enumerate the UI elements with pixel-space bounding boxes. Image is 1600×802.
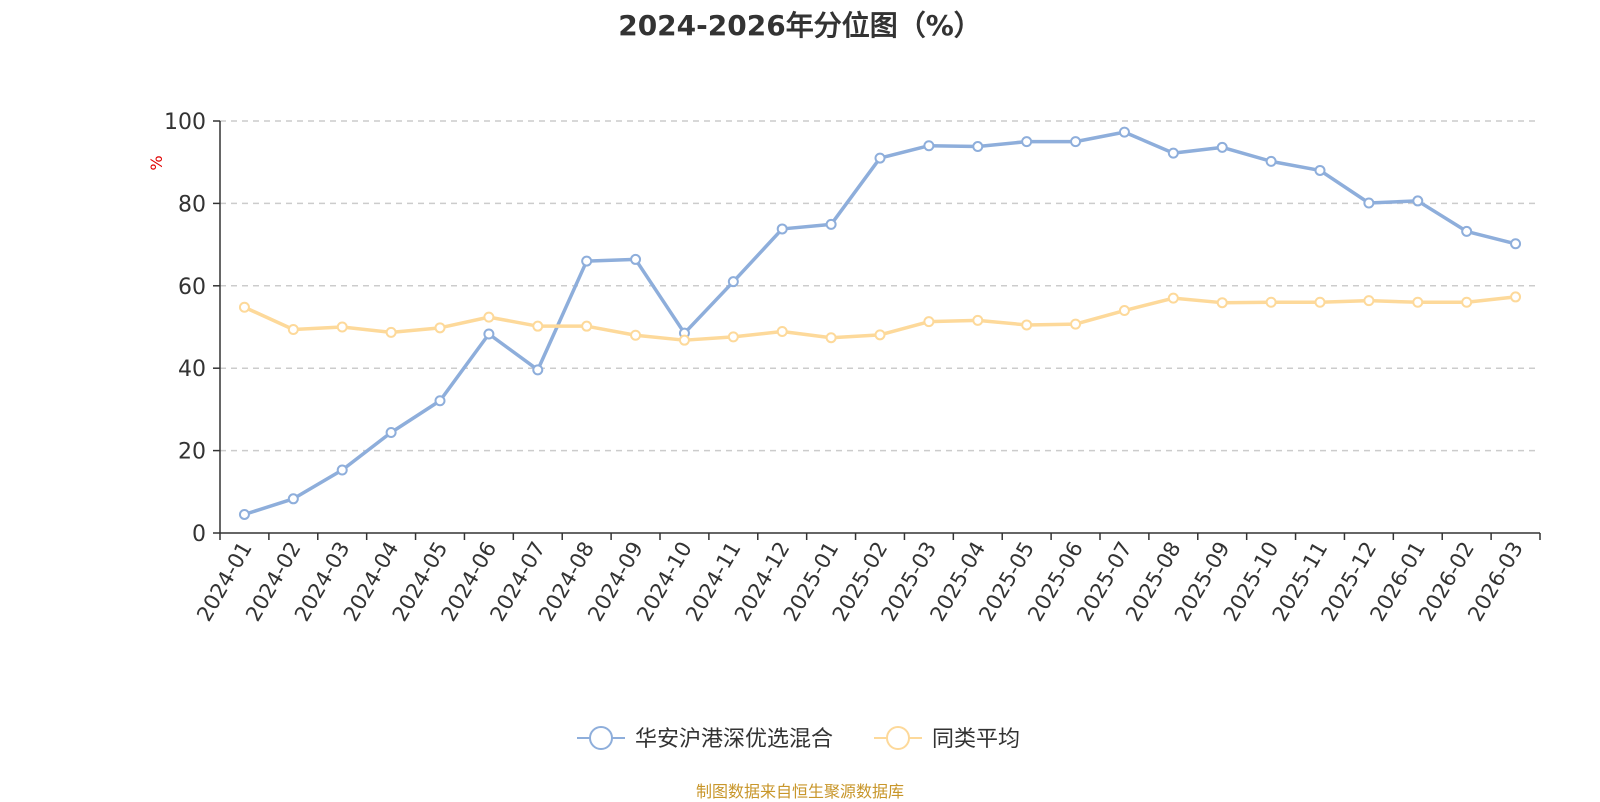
data-point (678, 334, 690, 346)
data-point (1216, 297, 1228, 309)
data-point (483, 328, 495, 340)
data-point (581, 320, 593, 332)
series-layer (238, 126, 1522, 520)
data-point (776, 223, 788, 235)
data-point (1167, 292, 1179, 304)
data-point (1412, 296, 1424, 308)
data-point (1510, 238, 1522, 250)
data-point (1167, 147, 1179, 159)
chart-title: 2024-2026年分位图（%） (618, 9, 982, 42)
data-point (581, 255, 593, 267)
data-point (434, 395, 446, 407)
data-point (1363, 295, 1375, 307)
series-line (242, 130, 1518, 517)
data-point (336, 464, 348, 476)
data-point (1461, 296, 1473, 308)
data-point (483, 311, 495, 323)
data-point (825, 218, 837, 230)
data-point (1070, 136, 1082, 148)
y-axis-unit: % (147, 155, 166, 170)
data-point (727, 331, 739, 343)
data-point (532, 364, 544, 376)
y-tick-label: 40 (178, 357, 206, 382)
data-point (1070, 318, 1082, 330)
data-point (874, 329, 886, 341)
legend-label: 同类平均 (932, 727, 1020, 752)
data-point (1510, 291, 1522, 303)
data-point (385, 426, 397, 438)
data-point (1118, 126, 1130, 138)
data-point (1461, 225, 1473, 237)
data-point (630, 253, 642, 265)
data-point (287, 493, 299, 505)
data-point (532, 320, 544, 332)
data-point (1216, 141, 1228, 153)
y-tick-label: 0 (192, 522, 206, 547)
axes (213, 120, 1541, 540)
data-point (825, 332, 837, 344)
data-point (923, 316, 935, 328)
legend-label: 华安沪港深优选混合 (635, 727, 833, 752)
source-note: 制图数据来自恒生聚源数据库 (695, 782, 904, 801)
y-tick-labels: 0 20 40 60 80 100 (164, 110, 206, 547)
legend-marker (886, 726, 910, 750)
data-point (776, 326, 788, 338)
legend-marker (589, 726, 613, 750)
data-point (287, 323, 299, 335)
y-tick-label: 60 (178, 275, 206, 300)
y-tick-label: 20 (178, 440, 206, 465)
x-tick-labels: 2024-012024-022024-032024-042024-052024-… (192, 538, 1528, 626)
data-point (238, 508, 250, 520)
data-point (1021, 136, 1033, 148)
grid-lines (220, 120, 1540, 452)
data-point (1118, 305, 1130, 317)
data-point (972, 314, 984, 326)
legend: 华安沪港深优选混合 同类平均 (577, 726, 1020, 752)
data-point (1265, 296, 1277, 308)
data-point (238, 301, 250, 313)
data-point (1412, 195, 1424, 207)
y-tick-label: 80 (178, 192, 206, 217)
data-point (336, 321, 348, 333)
data-point (727, 276, 739, 288)
data-point (1314, 296, 1326, 308)
data-point (434, 322, 446, 334)
y-tick-label: 100 (164, 110, 206, 135)
data-point (1314, 164, 1326, 176)
data-point (923, 140, 935, 152)
data-point (1363, 197, 1375, 209)
data-point (972, 141, 984, 153)
data-point (1021, 319, 1033, 331)
data-point (385, 326, 397, 338)
data-point (874, 152, 886, 164)
data-point (630, 329, 642, 341)
data-point (1265, 155, 1277, 167)
